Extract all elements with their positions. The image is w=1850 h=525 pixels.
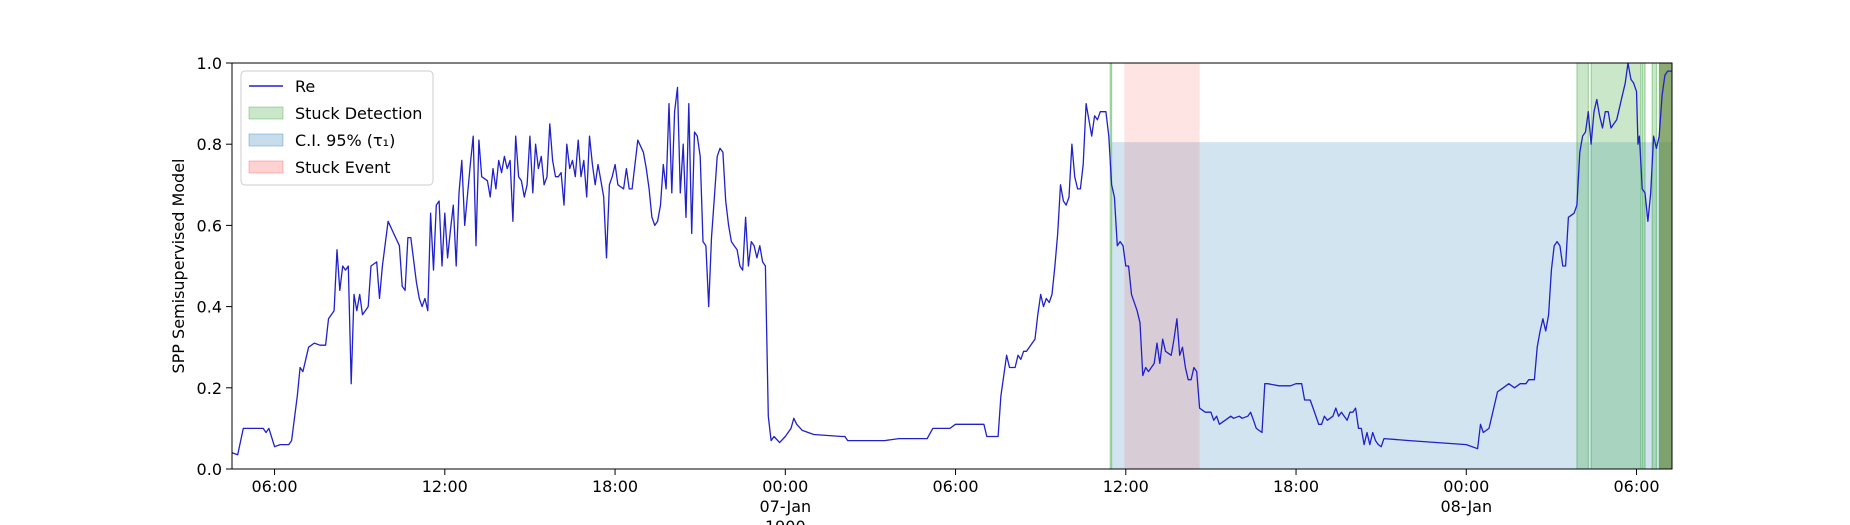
y-tick-label: 0.2	[197, 379, 222, 398]
plot-frame	[231, 62, 1673, 470]
x-tick-year-label: 1900	[765, 517, 806, 525]
x-axis: 06:0012:0018:0000:0007-Jan190006:0012:00…	[252, 469, 1660, 525]
y-tick-label: 0.0	[197, 460, 222, 479]
legend-patch-swatch	[248, 160, 284, 174]
ci-band	[1111, 142, 1672, 470]
x-tick-label: 12:00	[1103, 477, 1149, 496]
y-tick-label: 0.6	[197, 216, 222, 235]
y-tick-label: 0.4	[197, 298, 222, 317]
dark-overlap-band	[1659, 63, 1672, 469]
x-tick-date-label: 07-Jan	[759, 497, 811, 516]
y-axis: 0.0 0.2 0.4 0.6 0.8 1.0	[197, 54, 232, 479]
stuck-event-band	[1124, 63, 1200, 469]
x-tick-label: 06:00	[252, 477, 298, 496]
legend-patch-swatch	[248, 133, 284, 147]
background-bands	[1109, 62, 1673, 470]
y-tick-label: 0.8	[197, 135, 222, 154]
x-tick-label: 00:00	[762, 477, 808, 496]
legend: Re Stuck Detection C.I. 95% (τ₁) Stuck Even…	[240, 70, 434, 186]
stuck-detection-band	[1109, 62, 1113, 470]
series-line-re	[231, 62, 1672, 456]
y-tick-label: 1.0	[197, 54, 222, 73]
stuck-detection-band	[1651, 62, 1657, 470]
stuck-detection-band	[1590, 62, 1642, 470]
y-axis-label: SPP Semisupervised Model	[169, 159, 188, 374]
x-tick-label: 12:00	[422, 477, 468, 496]
x-tick-label: 18:00	[592, 477, 638, 496]
x-tick-label: 00:00	[1443, 477, 1489, 496]
legend-box	[240, 70, 434, 186]
legend-entry-label: Re	[295, 77, 315, 96]
series-layer	[231, 62, 1672, 456]
x-tick-label: 18:00	[1273, 477, 1319, 496]
x-tick-label: 06:00	[932, 477, 978, 496]
stuck-detection-band	[1641, 62, 1646, 470]
legend-entry-label: C.I. 95% (τ₁)	[295, 131, 395, 150]
x-tick-date-label: 08-Jan	[1440, 497, 1492, 516]
legend-patch-swatch	[248, 106, 284, 120]
legend-entry-label: Stuck Event	[295, 158, 391, 177]
legend-entry-label: Stuck Detection	[295, 104, 422, 123]
x-tick-label: 06:00	[1613, 477, 1659, 496]
